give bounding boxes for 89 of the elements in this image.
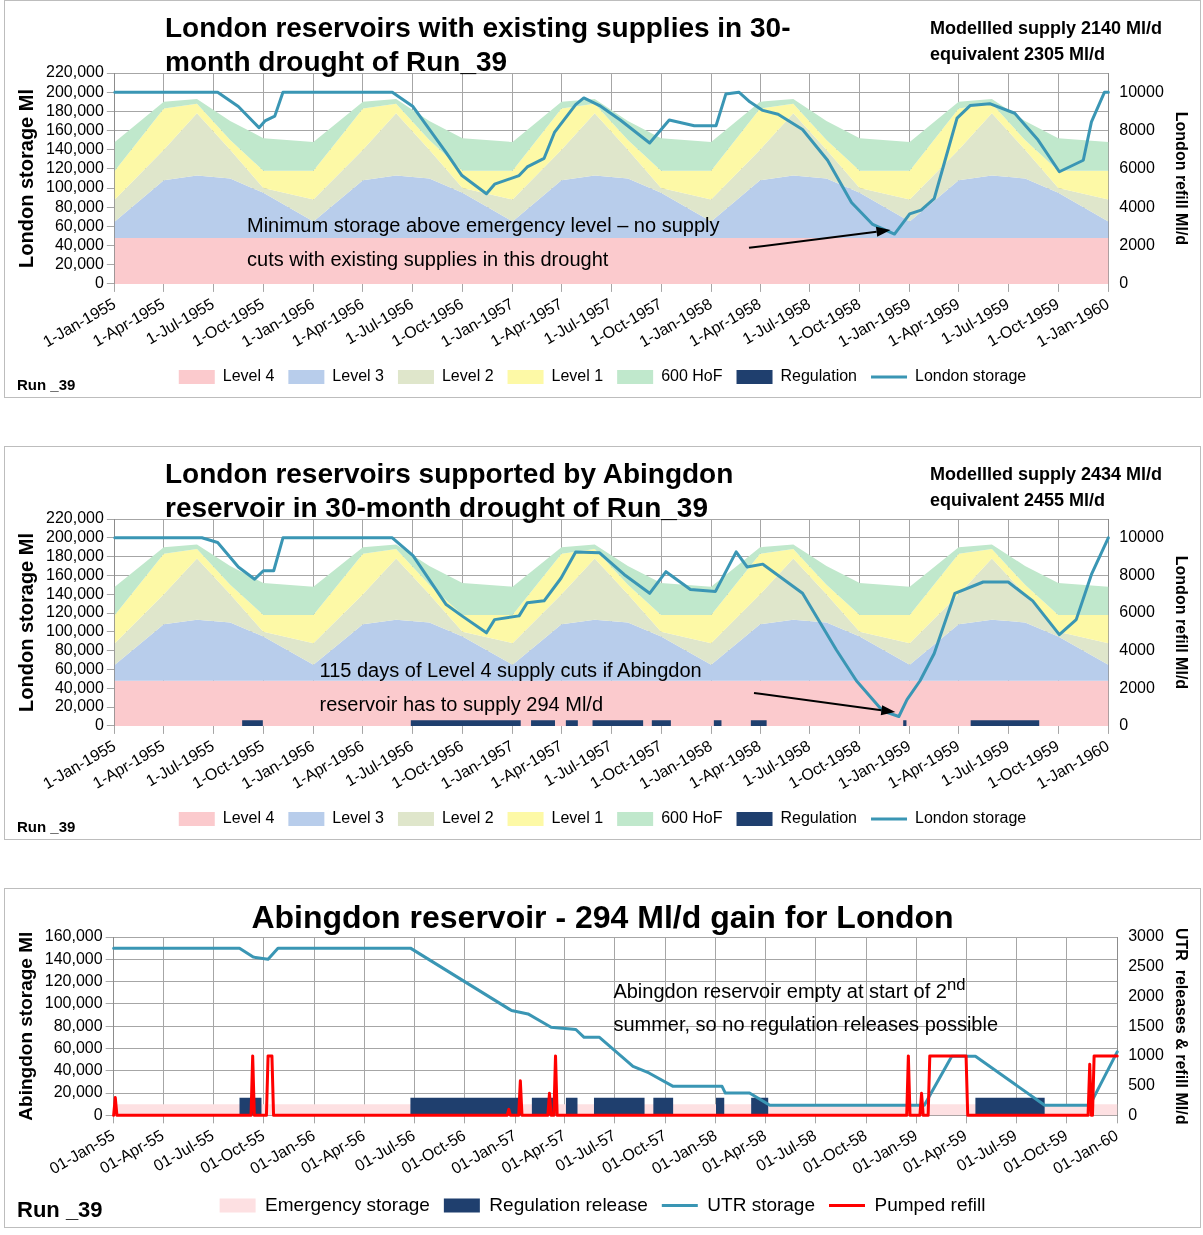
y-tick-label: 40,000 xyxy=(53,1061,103,1079)
legend-label: London storage xyxy=(915,809,1027,827)
y-tick-label: 200,000 xyxy=(45,82,104,100)
y-tick-label: 140,000 xyxy=(44,949,103,967)
y2-tick-label: 6000 xyxy=(1119,603,1155,621)
legend-label: Level 3 xyxy=(332,809,385,827)
y2-tick-label: 2500 xyxy=(1128,957,1164,975)
y-tick-label: 20,000 xyxy=(53,1083,103,1101)
y2-tick-label: 10000 xyxy=(1119,82,1164,100)
y-tick-label: 120,000 xyxy=(44,971,103,989)
legend-label: Level 4 xyxy=(222,809,275,827)
y-axis-title: London storage Ml xyxy=(14,89,37,268)
y-tick-label: 20,000 xyxy=(54,255,104,273)
y-tick-label: 140,000 xyxy=(45,140,104,158)
chart-title: London reservoirs with existing supplies in 30-month drought of Run_39 xyxy=(165,11,792,79)
y-tick-label: 80,000 xyxy=(53,1016,103,1034)
y-tick-label: 120,000 xyxy=(45,603,104,621)
legend-label: Level 3 xyxy=(332,367,385,385)
y-tick-label: 40,000 xyxy=(54,678,104,696)
y2-tick-label: 0 xyxy=(1128,1105,1138,1123)
y-axis-title: London storage Ml xyxy=(14,533,37,712)
legend-label: 600 HoF xyxy=(661,809,723,827)
y2-tick-label: 0 xyxy=(1119,716,1129,734)
legend-label: 600 HoF xyxy=(661,367,723,385)
text: equivalent 2305 Ml/d xyxy=(929,43,1106,66)
y-tick-label: 100,000 xyxy=(45,622,104,640)
legend-label: Level 1 xyxy=(551,809,604,827)
text: equivalent 2455 Ml/d xyxy=(929,489,1106,512)
y-tick-label: 180,000 xyxy=(45,547,104,565)
legend-label: Level 4 xyxy=(222,367,275,385)
y-tick-label: 160,000 xyxy=(45,565,104,583)
legend-label: London storage xyxy=(915,367,1027,385)
y2-tick-label: 1000 xyxy=(1128,1046,1164,1064)
y2-axis-title: London refill Ml/d xyxy=(1172,111,1190,246)
y-tick-label: 160,000 xyxy=(45,120,104,138)
y2-tick-label: 2000 xyxy=(1119,678,1155,696)
y2-tick-label: 6000 xyxy=(1119,159,1155,177)
y2-tick-label: 10000 xyxy=(1119,528,1164,546)
chart-title: Abingdon reservoir - 294 Ml/d gain for London xyxy=(251,899,954,935)
legend-label: Pumped refill xyxy=(874,1193,986,1215)
y2-tick-label: 2000 xyxy=(1119,235,1155,253)
y-tick-label: 60,000 xyxy=(54,659,104,677)
text: Run _39 xyxy=(17,1197,103,1223)
legend-label: Emergency storage xyxy=(265,1193,430,1215)
legend-label: UTR storage xyxy=(707,1193,815,1215)
text: Run _39 xyxy=(17,376,76,393)
y-tick-label: 180,000 xyxy=(45,101,104,119)
y2-tick-label: 2000 xyxy=(1128,986,1164,1004)
y2-tick-label: 0 xyxy=(1119,274,1129,292)
y-tick-label: 0 xyxy=(93,1105,103,1123)
text: Modellled supply 2434 Ml/d xyxy=(929,463,1162,486)
y-tick-label: 80,000 xyxy=(54,197,104,215)
legend-label: Regulation xyxy=(780,809,858,827)
y2-axis-title: London refill Ml/d xyxy=(1172,555,1190,690)
y-tick-label: 200,000 xyxy=(45,528,104,546)
y-tick-label: 140,000 xyxy=(45,584,104,602)
legend-label: Regulation release xyxy=(489,1193,648,1215)
y2-tick-label: 8000 xyxy=(1119,565,1155,583)
y2-tick-label: 4000 xyxy=(1119,641,1155,659)
y2-tick-label: 500 xyxy=(1128,1076,1155,1094)
legend-label: Regulation xyxy=(780,367,858,385)
annotation: 115 days of Level 4 supply cuts if Abingdon reservoir has to supply 294 Ml/d xyxy=(318,658,703,718)
y-tick-label: 120,000 xyxy=(45,159,104,177)
y-tick-label: 100,000 xyxy=(44,994,103,1012)
text: Modellled supply 2140 Ml/d xyxy=(929,17,1162,40)
legend-label: Level 1 xyxy=(551,367,604,385)
y-tick-label: 0 xyxy=(94,274,104,292)
y2-tick-label: 4000 xyxy=(1119,197,1155,215)
y-tick-label: 220,000 xyxy=(45,63,104,81)
y-tick-label: 100,000 xyxy=(45,178,104,196)
y2-tick-label: 3000 xyxy=(1128,927,1164,945)
annotation: Minimum storage above emergency level – no supply cuts with existing supplies in this drought xyxy=(246,212,721,272)
y-tick-label: 60,000 xyxy=(54,216,104,234)
y-tick-label: 20,000 xyxy=(54,697,104,715)
y-tick-label: 80,000 xyxy=(54,641,104,659)
y2-tick-label: 1500 xyxy=(1128,1016,1164,1034)
y-tick-label: 60,000 xyxy=(53,1038,103,1056)
y-tick-label: 40,000 xyxy=(54,235,104,253)
legend-label: Level 2 xyxy=(441,809,494,827)
y-axis-title: Abingdon storage Ml xyxy=(14,931,36,1121)
y-tick-label: 160,000 xyxy=(44,927,103,945)
text: Run _39 xyxy=(17,818,76,835)
y-tick-label: 0 xyxy=(94,716,104,734)
y2-axis-title: UTR releases & refill Ml/d xyxy=(1172,927,1190,1125)
chart-title: London reservoirs supported by Abingdon reservoir in 30-month drought of Run_39 xyxy=(165,457,735,525)
y2-tick-label: 8000 xyxy=(1119,120,1155,138)
annotation: Abingdon reservoir empty at start of 2$^{nd}$ summer, so no regulation releases possible xyxy=(612,973,1000,1038)
y-tick-label: 220,000 xyxy=(45,509,104,527)
legend-label: Level 2 xyxy=(441,367,494,385)
